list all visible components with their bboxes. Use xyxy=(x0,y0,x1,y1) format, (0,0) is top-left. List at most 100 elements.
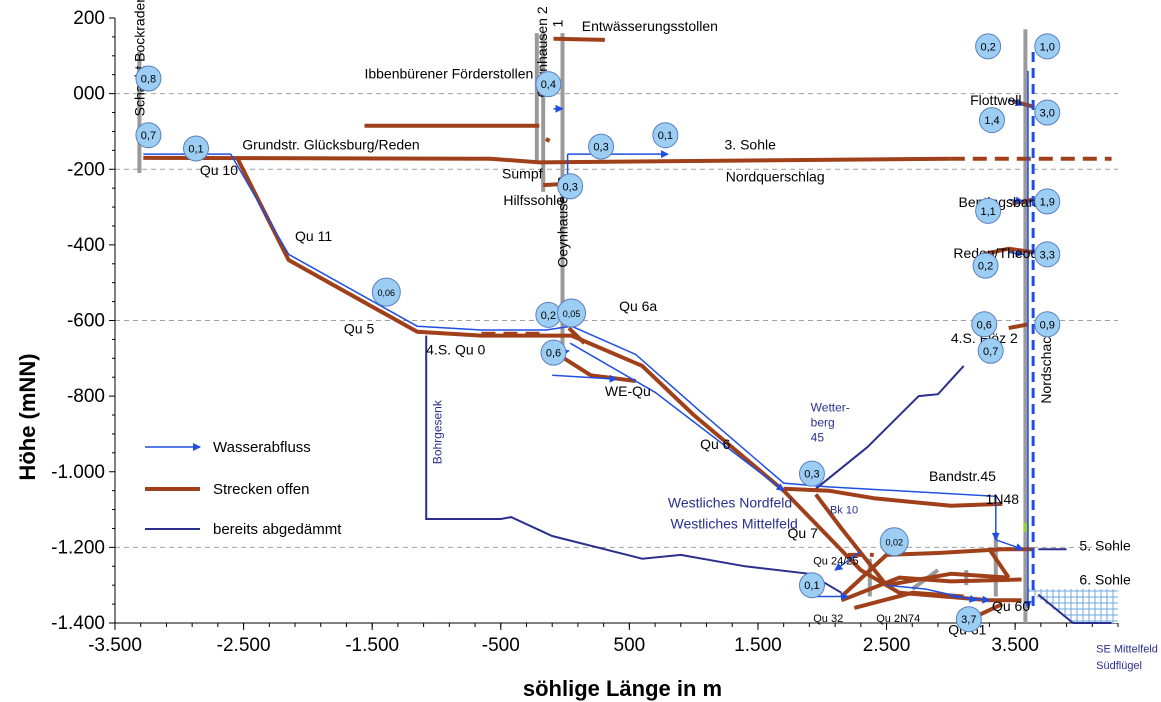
y-tick-label: -1.000 xyxy=(51,462,105,483)
diagram-label: WE-Qu xyxy=(605,383,651,399)
dammed-roads-layer xyxy=(425,335,1112,624)
x-tick-label: 1.500 xyxy=(734,635,782,656)
y-tick-label: -800 xyxy=(67,386,105,407)
diagram-label: 1N48 xyxy=(986,491,1020,507)
diagram-label: Qu 5 xyxy=(344,321,375,337)
water-flow-arrow xyxy=(552,374,618,383)
hatched-zone xyxy=(1025,589,1118,623)
flow-bubble-value: 0,02 xyxy=(885,538,903,548)
flow-bubble xyxy=(977,337,1004,364)
y-tick-label: 000 xyxy=(73,84,105,105)
diagram-label: Bk 10 xyxy=(830,504,858,516)
x-tick-label: -500 xyxy=(482,635,520,656)
diagram-label: 6. Sohle xyxy=(1079,571,1131,587)
flow-bubble-value: 0,2 xyxy=(978,261,993,273)
x-tick-label: 500 xyxy=(614,635,646,656)
flow-bubble xyxy=(955,606,982,633)
diagram-label: Oeynhausen 3 xyxy=(555,176,571,267)
flow-bubble-value: 0,9 xyxy=(1040,319,1055,331)
y-tick-label: -1.400 xyxy=(51,613,105,634)
diagram-label: Entwässerungsstollen xyxy=(582,18,718,34)
open-road xyxy=(553,36,605,42)
diagram-label: Qu 6 xyxy=(700,436,731,452)
diagram-label: Qu 6a xyxy=(619,298,657,314)
open-road xyxy=(235,157,1022,603)
diagram-label: 1 xyxy=(549,20,565,28)
x-tick-label: 3.500 xyxy=(991,635,1039,656)
open-road xyxy=(783,486,1003,508)
diagram-label: Westliches Nordfeld xyxy=(668,495,792,511)
flow-bubble-value: 3,3 xyxy=(1040,249,1055,261)
diagram-label: Ibbenbürener Förderstollen xyxy=(364,66,533,82)
flow-bubble xyxy=(588,133,615,160)
flow-bubble-value: 0,4 xyxy=(541,79,556,91)
flow-bubble-value: 0,2 xyxy=(980,41,995,53)
flow-bubble xyxy=(556,298,586,328)
flow-bubble xyxy=(183,135,210,162)
water-flow-arrow xyxy=(886,584,978,603)
diagram-label: Qu 32 xyxy=(813,613,843,625)
flow-bubble-value: 0,06 xyxy=(378,288,396,298)
flow-bubble-value: 0,2 xyxy=(541,310,556,322)
legend-label: Wasserabfluss xyxy=(213,439,311,456)
legend: Wasserabfluss Strecken offen bereits abged… xyxy=(145,439,342,538)
flow-bubble xyxy=(540,339,567,366)
diagram-label: 4.S. Qu 0 xyxy=(426,342,485,358)
open-road xyxy=(982,246,1035,257)
open-roads-layer xyxy=(143,36,1112,622)
flow-bubble xyxy=(1034,241,1061,268)
dammed-road xyxy=(815,365,965,490)
water-flow-arrow xyxy=(1008,196,1024,205)
flow-bubble xyxy=(652,122,679,149)
flow-bubble-value: 0,3 xyxy=(563,181,578,193)
flow-bubble xyxy=(879,527,909,557)
diagram-label: Wetter- xyxy=(811,400,850,414)
diagram-label: Flottwell xyxy=(970,92,1021,108)
flow-bubble xyxy=(971,311,998,338)
diagram-label: Grundstr. Glücksburg/Reden xyxy=(242,137,419,153)
x-tick-label: -1.500 xyxy=(345,635,399,656)
flow-bubble-value: 0,1 xyxy=(188,143,203,155)
flow-bubble-value: 0,1 xyxy=(658,130,673,142)
flow-bubble xyxy=(978,107,1005,134)
y-axis-title: Höhe (mNN) xyxy=(15,353,40,481)
diagram-label: 45 xyxy=(811,431,825,445)
flow-bubble-value: 3,0 xyxy=(1040,108,1055,120)
flow-bubble xyxy=(371,277,401,307)
open-road xyxy=(544,137,551,143)
open-road xyxy=(490,156,951,165)
flow-bubble xyxy=(557,173,584,200)
diagram-label: Bohrgesenk xyxy=(431,399,445,464)
flow-bubble-value: 0,6 xyxy=(546,348,561,360)
flow-bubble xyxy=(1034,311,1061,338)
flow-bubble-value: 1,9 xyxy=(1040,196,1055,208)
flow-bubble-value: 0,1 xyxy=(804,580,819,592)
flow-bubbles-layer: 0,8 0,7 0,1 0,06 0,4 0,3 0,1 0,3 0,2 0,05 0,6 0,3 0,… xyxy=(135,33,1061,633)
diagram-label: Schacht Bockraden xyxy=(132,0,148,116)
water-flow-arrow xyxy=(1008,249,1024,258)
diagram-label: Qu 10 xyxy=(200,162,238,178)
diagram-label: Südflügel xyxy=(1096,660,1142,672)
diagram-label: Qu 7 xyxy=(788,525,819,541)
flow-bubble-value: 0,05 xyxy=(563,309,581,319)
y-tick-label: -1.200 xyxy=(51,537,105,558)
water-flow-arrow xyxy=(1008,98,1024,107)
water-flow-arrow xyxy=(569,342,785,492)
open-road xyxy=(987,548,1011,579)
open-road xyxy=(853,590,964,610)
y-tick-label: -400 xyxy=(67,235,105,256)
diagram-label: Nordquerschlag xyxy=(726,168,825,184)
dammed-road xyxy=(425,335,843,594)
legend-label: bereits abgedämmt xyxy=(213,521,342,538)
diagram-label: Qu 11 xyxy=(295,228,332,244)
x-tick-label: -2.500 xyxy=(217,635,271,656)
x-axis-title: söhlige Länge in m xyxy=(522,676,723,701)
diagram-label: Qu 24/25 xyxy=(813,555,858,567)
flow-bubble xyxy=(798,460,825,487)
diagram-label: berg xyxy=(811,415,835,429)
diagram-label: 4.S. Flöz 2 xyxy=(951,330,1018,346)
flow-bubble xyxy=(135,65,162,92)
diagram-label: 3. Sohle xyxy=(725,137,777,153)
